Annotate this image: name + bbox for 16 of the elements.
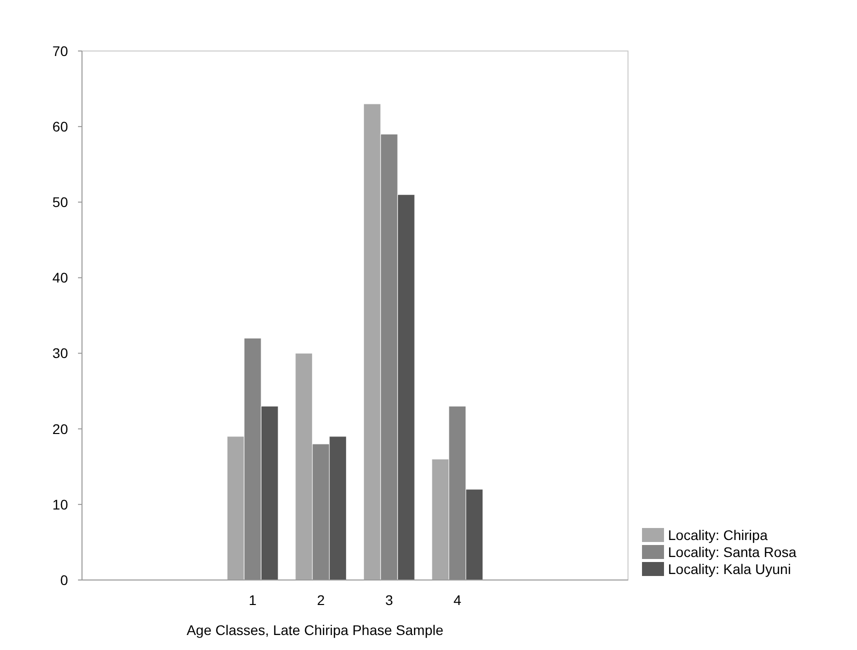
y-tick-label: 0	[60, 572, 68, 588]
legend-label: Locality: Chiripa	[668, 526, 768, 543]
x-tick-label: 1	[248, 592, 257, 608]
y-tick-label: 70	[52, 42, 68, 59]
x-tick-label: 2	[316, 592, 325, 608]
legend-label: Locality: Kala Uyuni	[668, 560, 791, 577]
y-tick-label: 40	[52, 270, 68, 286]
y-tick-label: 50	[52, 194, 68, 210]
x-axis-title: Age Classes, Late Chiripa Phase Sample	[186, 622, 444, 638]
x-tick-label: 3	[385, 592, 394, 608]
y-tick-label: 20	[52, 420, 68, 437]
y-tick-label: 30	[52, 345, 68, 362]
legend-label: Locality: Santa Rosa	[668, 544, 797, 560]
y-tick-label: 10	[52, 496, 68, 512]
y-tick-label: 60	[52, 118, 68, 134]
x-tick-label: 4	[453, 592, 462, 608]
